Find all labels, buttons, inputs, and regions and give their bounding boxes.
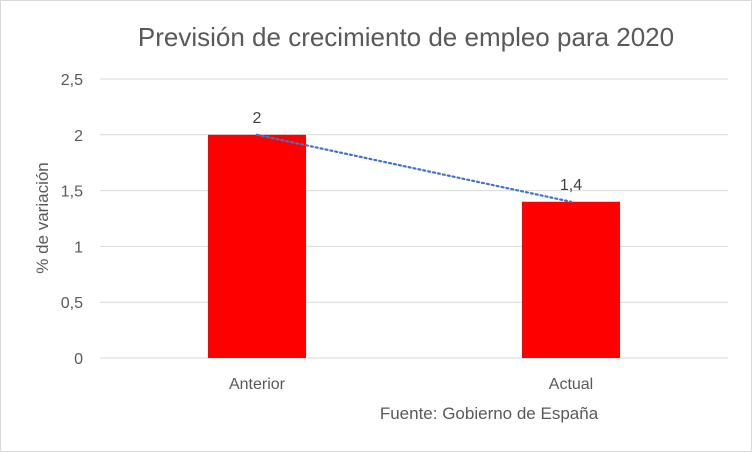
data-labels: 21,4 xyxy=(253,110,583,194)
chart-title: Previsión de crecimiento de empleo para … xyxy=(138,22,674,52)
y-tick-label: 0,5 xyxy=(61,295,83,312)
source-annotation: Fuente: Gobierno de España xyxy=(380,404,599,423)
trendline-path xyxy=(255,133,573,203)
y-tick-label: 2 xyxy=(74,128,83,145)
trendline xyxy=(255,133,573,203)
gridlines xyxy=(100,78,728,359)
y-axis-title: % de variación xyxy=(33,162,52,274)
x-tick-label: Anterior xyxy=(229,376,286,393)
y-tick-label: 1 xyxy=(74,239,83,256)
y-tick-label: 0 xyxy=(74,351,83,368)
x-tick-label: Actual xyxy=(549,376,593,393)
x-axis-ticks: Anterior Actual xyxy=(229,376,593,393)
y-axis-ticks: 0 0,5 1 1,5 2 2,5 xyxy=(61,72,83,368)
y-tick-label: 1,5 xyxy=(61,184,83,201)
bar xyxy=(522,201,620,358)
bars xyxy=(208,134,620,358)
bar xyxy=(208,134,306,358)
data-label: 1,4 xyxy=(560,177,582,194)
y-tick-label: 2,5 xyxy=(61,72,83,89)
data-label: 2 xyxy=(253,110,262,127)
